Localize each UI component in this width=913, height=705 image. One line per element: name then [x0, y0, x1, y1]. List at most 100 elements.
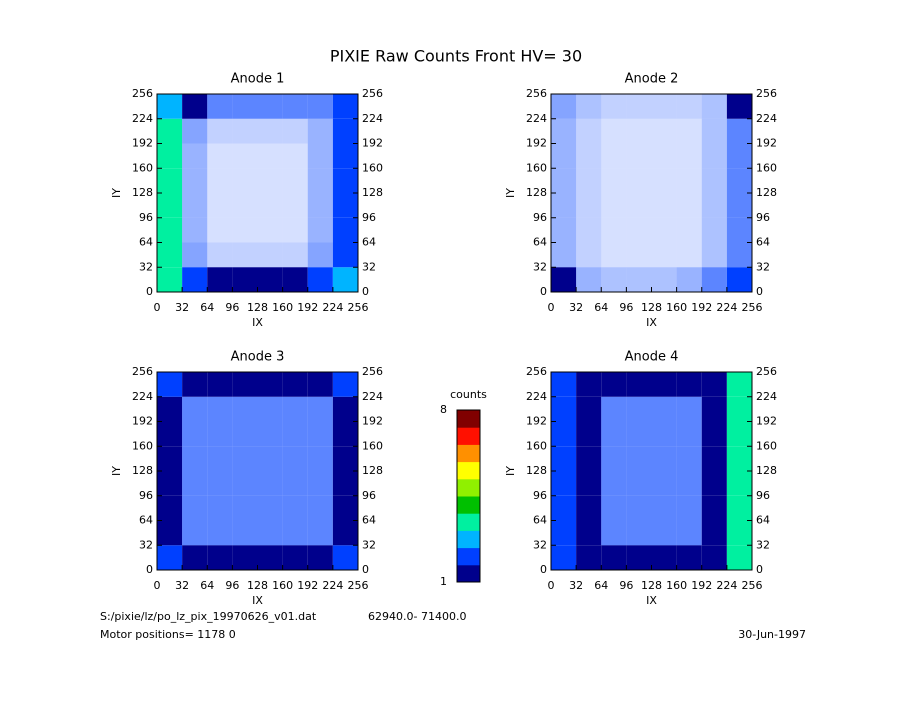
heat-cell: [701, 520, 727, 546]
x-tick-label: 256: [742, 301, 763, 314]
heat-cell: [551, 217, 577, 243]
colorbar-segment: [457, 478, 480, 497]
heat-cell: [257, 372, 283, 397]
heat-cell: [232, 372, 258, 397]
y-tick-label-right: 0: [362, 563, 369, 576]
colorbar-segment: [457, 410, 480, 428]
heat-cell: [576, 267, 602, 292]
x-tick-label: 256: [742, 579, 763, 592]
heat-cell: [307, 495, 333, 521]
y-tick-label-right: 192: [362, 415, 383, 428]
heat-cell: [651, 372, 677, 397]
heat-cell: [626, 520, 652, 546]
heat-cell: [651, 421, 677, 447]
x-tick-label: 192: [297, 579, 318, 592]
heat-cell: [551, 242, 577, 268]
heat-cell: [551, 495, 577, 521]
y-tick-label-right: 256: [756, 87, 777, 100]
heat-cell: [307, 242, 333, 268]
heat-cell: [676, 143, 702, 169]
heat-cell: [332, 446, 358, 471]
heat-cell: [601, 495, 627, 521]
heat-cell: [332, 520, 358, 546]
y-tick-label: 192: [526, 137, 547, 150]
y-tick-label: 128: [132, 186, 153, 199]
heat-cell: [626, 396, 652, 422]
heat-cell: [651, 168, 677, 193]
heat-cell: [257, 193, 283, 218]
heat-cell: [282, 471, 308, 496]
y-tick-label: 32: [533, 538, 547, 551]
y-tick-label-right: 32: [362, 538, 376, 551]
y-tick-label-right: 128: [756, 186, 777, 199]
heat-cell: [157, 520, 183, 546]
x-tick-label: 224: [716, 301, 737, 314]
panel-title: Anode 3: [231, 350, 285, 365]
heat-cell: [282, 446, 308, 471]
x-axis-label: IX: [646, 594, 657, 607]
heat-cell: [282, 495, 308, 521]
heat-cell: [207, 372, 233, 397]
heat-cell: [726, 217, 752, 243]
heat-cell: [182, 421, 208, 447]
heat-cell: [626, 545, 652, 570]
x-tick-label: 64: [594, 579, 608, 592]
heat-cell: [232, 217, 258, 243]
heat-cell: [601, 193, 627, 218]
y-tick-label-right: 0: [362, 285, 369, 298]
heat-cell: [601, 545, 627, 570]
x-tick-label: 64: [200, 301, 214, 314]
y-tick-label: 256: [526, 365, 547, 378]
colorbar-segment: [457, 496, 480, 514]
y-tick-label-right: 224: [362, 112, 383, 125]
y-tick-label: 0: [540, 285, 547, 298]
colorbar-segment: [457, 427, 480, 445]
y-tick-label: 32: [139, 538, 153, 551]
heat-cell: [701, 143, 727, 169]
heat-cell: [207, 168, 233, 193]
heat-cell: [551, 193, 577, 218]
heat-cell: [651, 94, 677, 119]
y-tick-label-right: 256: [362, 365, 383, 378]
heat-cell: [182, 242, 208, 268]
y-axis-label: IY: [504, 466, 517, 476]
heat-cell: [576, 118, 602, 144]
heat-cell: [307, 217, 333, 243]
y-tick-label-right: 128: [756, 464, 777, 477]
heat-cell: [626, 267, 652, 292]
heat-cell: [726, 94, 752, 119]
x-tick-label: 128: [247, 579, 268, 592]
heat-cell: [232, 267, 258, 292]
y-tick-label: 64: [139, 514, 153, 527]
heat-cell: [232, 520, 258, 546]
y-tick-label-right: 64: [756, 236, 770, 249]
heat-cell: [207, 217, 233, 243]
x-tick-label: 96: [619, 579, 633, 592]
heat-cell: [157, 545, 183, 570]
heat-cell: [307, 168, 333, 193]
y-tick-label: 64: [533, 236, 547, 249]
heat-cell: [282, 168, 308, 193]
heat-cell: [182, 372, 208, 397]
heat-cell: [676, 118, 702, 144]
heat-cell: [726, 545, 752, 570]
heat-cell: [182, 143, 208, 169]
heat-cell: [576, 471, 602, 496]
heat-cell: [551, 471, 577, 496]
y-tick-label: 160: [526, 161, 547, 174]
heat-cell: [651, 193, 677, 218]
heat-cell: [701, 267, 727, 292]
heat-cell: [601, 421, 627, 447]
heat-cell: [551, 94, 577, 119]
heat-cell: [232, 421, 258, 447]
y-tick-label-right: 160: [756, 161, 777, 174]
heat-cell: [676, 495, 702, 521]
y-tick-label-right: 64: [362, 236, 376, 249]
x-tick-label: 0: [548, 579, 555, 592]
heat-cell: [651, 217, 677, 243]
y-tick-label: 192: [132, 415, 153, 428]
heat-cell: [701, 118, 727, 144]
heat-cell: [626, 168, 652, 193]
y-tick-label-right: 160: [362, 161, 383, 174]
heat-cell: [182, 193, 208, 218]
